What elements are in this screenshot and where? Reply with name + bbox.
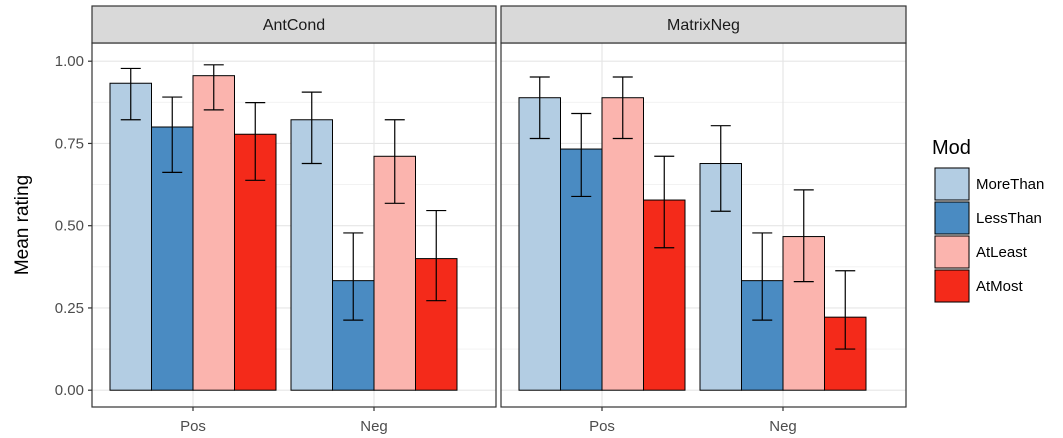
legend-label: MoreThan <box>976 176 1044 193</box>
y-axis: 0.00 0.25 0.50 0.75 1.00 <box>55 53 92 399</box>
error-bar-atleast-pos <box>612 76 633 140</box>
error-bar-atleast-pos <box>203 64 224 111</box>
y-tick-label: 0.00 <box>55 382 84 399</box>
legend-item-morethan: MoreThan <box>934 167 1044 201</box>
strip-title: MatrixNeg <box>667 17 740 34</box>
error-bar-morethan-pos <box>120 67 141 121</box>
legend-label: AtMost <box>976 278 1024 295</box>
error-bar-morethan-neg <box>301 91 322 165</box>
legend-title: Mod <box>932 137 971 159</box>
legend: Mod MoreThan LessThan AtLeast AtMost <box>932 137 1044 303</box>
x-tick-label: Neg <box>360 418 388 435</box>
legend-item-atmost: AtMost <box>934 269 1024 303</box>
y-tick-label: 0.25 <box>55 300 84 317</box>
bar-atleast-neg <box>782 236 825 391</box>
error-bar-atleast-neg <box>384 119 405 204</box>
error-bar-lessthan-neg <box>343 232 364 321</box>
legend-key-swatch <box>934 235 970 269</box>
error-bar-morethan-neg <box>710 125 731 212</box>
legend-item-atleast: AtLeast <box>934 235 1028 269</box>
error-bar-lessthan-pos <box>162 96 183 174</box>
legend-item-lessthan: LessThan <box>934 201 1042 235</box>
legend-key-swatch <box>934 201 970 235</box>
error-bar-morethan-pos <box>529 76 550 140</box>
bar-morethan-neg <box>290 119 333 391</box>
error-bar-atmost-neg <box>426 209 447 302</box>
bar-morethan-pos <box>109 82 152 391</box>
y-tick-label: 0.75 <box>55 135 84 152</box>
strip-title: AntCond <box>263 17 325 34</box>
error-bar-atmost-neg <box>835 270 856 350</box>
bar-atleast-pos <box>601 97 644 391</box>
legend-label: LessThan <box>976 210 1042 227</box>
y-axis-title: Mean rating <box>12 175 33 275</box>
y-tick-label: 0.50 <box>55 218 84 235</box>
x-tick-label: Pos <box>589 418 615 435</box>
legend-key-swatch <box>934 167 970 201</box>
x-tick-label: Neg <box>769 418 797 435</box>
legend-label: AtLeast <box>976 244 1028 261</box>
y-tick-label: 1.00 <box>55 53 84 70</box>
bar-morethan-pos <box>518 97 561 391</box>
panel-matrixneg: MatrixNeg Pos Neg <box>500 5 907 435</box>
panel-antcond: AntCond Pos Neg <box>91 5 497 435</box>
error-bar-atmost-pos <box>245 102 266 181</box>
bar-atleast-pos <box>192 75 235 391</box>
x-tick-label: Pos <box>180 418 206 435</box>
strip-background <box>500 5 907 44</box>
error-bar-lessthan-pos <box>571 112 592 198</box>
error-bar-atleast-neg <box>793 189 814 283</box>
error-bar-lessthan-neg <box>752 232 773 321</box>
error-bar-atmost-pos <box>654 155 675 249</box>
legend-key-swatch <box>934 269 970 303</box>
panels-layer: AntCond Pos Neg MatrixNeg Pos Neg 0.00 0.25 0.50… <box>55 5 907 435</box>
strip-background <box>91 5 497 44</box>
